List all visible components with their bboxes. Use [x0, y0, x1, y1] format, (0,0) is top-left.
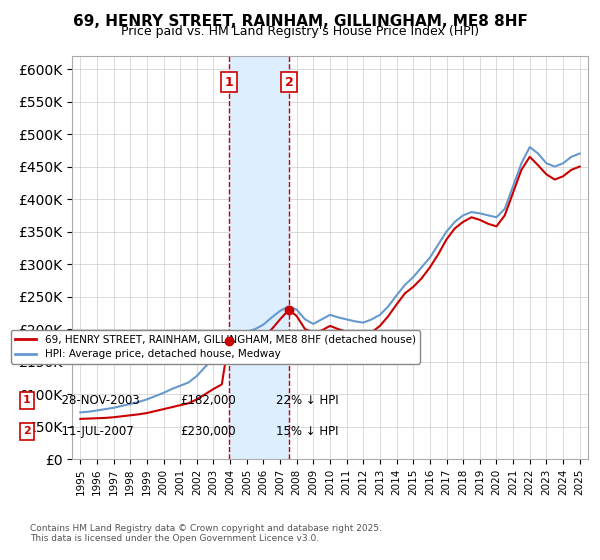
Text: Price paid vs. HM Land Registry's House Price Index (HPI): Price paid vs. HM Land Registry's House … [121, 25, 479, 38]
Text: 1: 1 [224, 76, 233, 88]
Text: 28-NOV-2003: 28-NOV-2003 [54, 394, 140, 407]
Bar [229, 56, 289, 459]
Text: 22% ↓ HPI: 22% ↓ HPI [276, 394, 338, 407]
Text: 2: 2 [23, 426, 31, 436]
Text: 11-JUL-2007: 11-JUL-2007 [54, 424, 134, 438]
Text: 2: 2 [284, 76, 293, 88]
Text: 1: 1 [23, 395, 31, 405]
Text: 15% ↓ HPI: 15% ↓ HPI [276, 424, 338, 438]
Text: £230,000: £230,000 [180, 424, 236, 438]
Text: Contains HM Land Registry data © Crown copyright and database right 2025.
This d: Contains HM Land Registry data © Crown c… [30, 524, 382, 543]
Legend: 69, HENRY STREET, RAINHAM, GILLINGHAM, ME8 8HF (detached house), HPI: Average pr: 69, HENRY STREET, RAINHAM, GILLINGHAM, M… [11, 330, 420, 363]
Text: £182,000: £182,000 [180, 394, 236, 407]
Text: 69, HENRY STREET, RAINHAM, GILLINGHAM, ME8 8HF: 69, HENRY STREET, RAINHAM, GILLINGHAM, M… [73, 14, 527, 29]
